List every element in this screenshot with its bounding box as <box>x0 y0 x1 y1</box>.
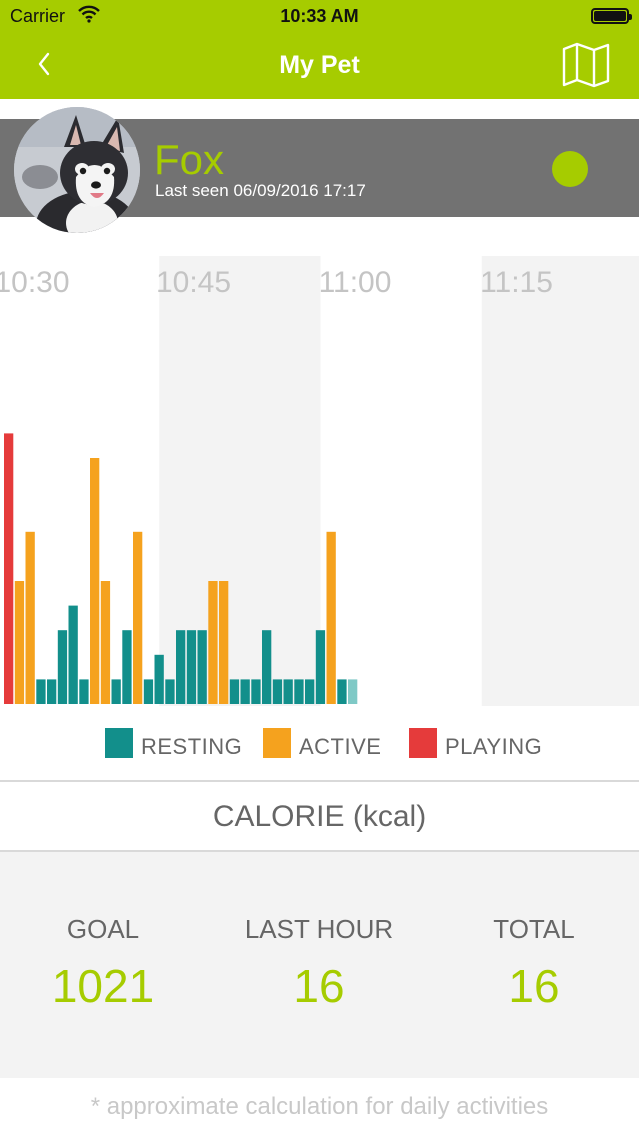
last-seen-text: Last seen 06/09/2016 17:17 <box>155 181 366 200</box>
stat-last-hour: LAST HOUR 16 <box>213 914 425 1013</box>
chart-bar-resting <box>229 679 240 704</box>
carrier-label: Carrier <box>10 6 66 26</box>
chart-bar-playing <box>4 433 14 704</box>
page-title: My Pet <box>279 51 360 79</box>
nav-bar: My Pet <box>0 32 639 99</box>
chart-bar-resting <box>143 679 154 704</box>
chevron-left-icon[interactable] <box>32 48 62 82</box>
chart-bar-resting <box>272 679 283 704</box>
chart-bar-active <box>326 531 336 704</box>
stat-last-hour-label: LAST HOUR <box>244 914 394 944</box>
map-icon[interactable] <box>561 42 611 88</box>
legend-swatch-resting <box>105 728 133 758</box>
chart-bar-resting <box>337 679 347 704</box>
pet-avatar[interactable] <box>14 107 140 233</box>
pet-name: Fox <box>154 136 225 183</box>
calorie-stats: GOAL 1021 LAST HOUR 16 TOTAL 16 <box>0 852 639 1078</box>
stat-total-value: 16 <box>508 960 560 1012</box>
chart-time-column <box>481 256 639 706</box>
status-time: 10:33 AM <box>280 6 359 26</box>
chart-bar-resting <box>79 679 89 704</box>
chart-bar-active <box>100 581 111 704</box>
chart-bar-active <box>219 581 229 704</box>
chart-bar-resting <box>294 679 304 704</box>
stat-goal: GOAL 1021 <box>0 914 209 1013</box>
stat-goal-label: GOAL <box>66 914 140 944</box>
chart-bar-active <box>25 531 35 704</box>
chart-bar-resting <box>176 630 186 704</box>
chart-bar-active <box>14 581 25 704</box>
status-bar: Carrier 10:33 AM <box>0 0 639 32</box>
activity-chart-svg: 10:30 10:45 11:00 11:15 <box>0 256 639 706</box>
chart-bar-resting <box>186 630 197 704</box>
legend-swatch-playing <box>409 728 437 758</box>
chart-bar-resting <box>154 654 164 704</box>
chart-bar-resting <box>240 679 250 704</box>
battery-icon <box>591 8 632 24</box>
chart-bar-active <box>208 581 218 704</box>
chart-bar-resting <box>262 630 272 704</box>
online-status-dot <box>552 151 588 187</box>
stat-last-hour-value: 16 <box>293 960 345 1012</box>
stat-total: TOTAL 16 <box>428 914 639 1013</box>
wifi-icon <box>78 5 100 28</box>
chart-bar-resting <box>305 679 315 704</box>
chart-bar-active <box>90 458 100 704</box>
chart-bar-resting <box>165 679 175 704</box>
divider <box>0 780 639 782</box>
chart-time-column <box>159 256 321 706</box>
chart-legend: RESTING ACTIVE PLAYING <box>0 724 639 764</box>
chart-bar-resting <box>47 679 57 704</box>
x-tick-label: 11:15 <box>480 266 553 299</box>
chart-bar-resting <box>251 679 261 704</box>
x-tick-label: 10:45 <box>156 266 231 299</box>
stat-goal-value: 1021 <box>51 960 155 1012</box>
chart-bar-resting <box>57 630 68 704</box>
calorie-title: CALORIE (kcal) <box>212 800 427 833</box>
x-tick-label: 10:30 <box>0 266 70 299</box>
chart-bar-resting <box>111 679 121 704</box>
legend-label-playing: PLAYING <box>445 734 543 759</box>
legend-label-resting: RESTING <box>141 734 243 759</box>
footnote: * approximate calculation for daily acti… <box>90 1093 549 1120</box>
activity-chart[interactable]: 10:30 10:45 11:00 11:15 <box>0 256 639 706</box>
chart-bar-active <box>133 531 143 704</box>
chart-bar-resting <box>315 630 326 704</box>
x-tick-label: 11:00 <box>319 266 392 299</box>
legend-swatch-active <box>263 728 291 758</box>
chart-bar-resting <box>68 605 78 704</box>
chart-bar-resting <box>197 630 207 704</box>
stat-total-label: TOTAL <box>493 914 575 944</box>
chart-bar-resting <box>122 630 132 704</box>
legend-label-active: ACTIVE <box>299 734 382 759</box>
divider <box>0 850 639 852</box>
chart-bar-resting <box>36 679 46 704</box>
chart-bar-resting <box>348 679 358 704</box>
chart-bar-resting <box>283 679 293 704</box>
